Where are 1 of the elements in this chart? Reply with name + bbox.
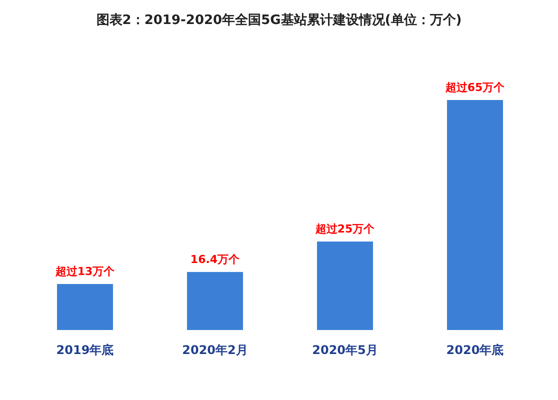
- title: 图表2：2019-2020年全国5G基站累计建设情况(单位：万个): [96, 13, 462, 28]
